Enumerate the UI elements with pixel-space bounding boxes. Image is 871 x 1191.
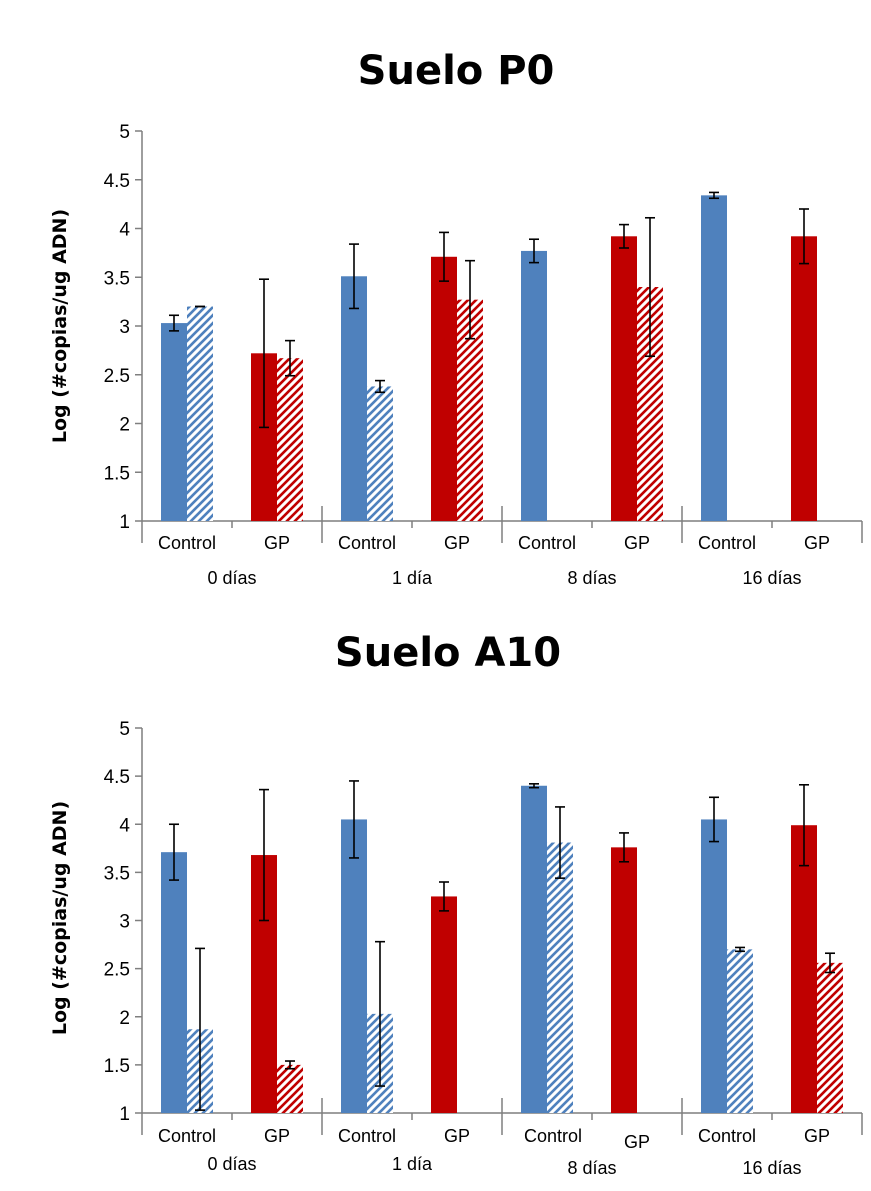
bar-solid-gp [791, 236, 817, 522]
x-group-label: 8 días [567, 1158, 616, 1178]
bar-solid-gp [611, 236, 637, 522]
chart-panel-a10: Suelo A10 Log (#copias/ug ADN) 1 1.5 2 2.5 3… [0, 596, 871, 1191]
x-category-label: Control [698, 1126, 756, 1146]
bar-solid-control [161, 323, 187, 521]
x-category-label: GP [624, 533, 650, 553]
y-tick-label: 4 [119, 220, 130, 241]
x-category-label: Control [518, 533, 576, 553]
bar-solid-control [341, 276, 367, 521]
y-tick-label: 3.5 [104, 863, 130, 884]
y-tick-label: 3 [119, 317, 130, 338]
x-group-label: 8 días [567, 568, 616, 588]
y-tick-label: 2.5 [104, 960, 130, 981]
y-tick-label: 3 [119, 912, 130, 933]
y-tick-label: 2 [119, 1008, 130, 1029]
y-tick-label: 5 [119, 719, 130, 740]
x-category-label: GP [264, 1126, 290, 1146]
y-tick-label: 4.5 [104, 171, 130, 192]
chart-panel-p0: Suelo P0 Log (#copias/ug ADN) 1 1.5 2 2.5 3 3… [0, 0, 871, 595]
x-category-label: GP [804, 533, 830, 553]
x-category-label: Control [158, 533, 216, 553]
bar-solid-control [521, 785, 547, 1113]
y-axis-label: Log (#copias/ug ADN) [49, 209, 71, 443]
bar-solid-gp [791, 825, 817, 1113]
y-tick-label: 3.5 [104, 268, 130, 289]
chart-title: Suelo P0 [358, 48, 555, 94]
x-category-label: Control [698, 533, 756, 553]
bar-solid-control [521, 250, 547, 522]
bar-hatched-gp [277, 1064, 303, 1113]
bar-hatched-control [367, 386, 393, 521]
chart-title: Suelo A10 [335, 630, 561, 676]
x-category-label: GP [264, 533, 290, 553]
bar-solid-control [341, 819, 367, 1113]
y-tick-label: 1.5 [104, 1056, 130, 1077]
chart-marks: 1 1.5 2 2.5 3 3.5 4 4.5 5 Control GP Control GP Contr… [104, 719, 863, 1178]
x-category-label: GP [444, 533, 470, 553]
bar-hatched-gp [277, 358, 303, 521]
x-category-label: Control [338, 533, 396, 553]
y-tick-label: 1 [119, 512, 130, 533]
x-category-label: GP [444, 1126, 470, 1146]
x-group-label: 1 día [392, 568, 433, 588]
y-tick-label: 1.5 [104, 463, 130, 484]
x-category-label: GP [624, 1132, 650, 1152]
bar-solid-gp [431, 256, 457, 521]
x-category-label: Control [158, 1126, 216, 1146]
x-group-label: 0 días [207, 568, 256, 588]
x-group-label: 16 días [742, 568, 801, 588]
bar-solid-gp [431, 896, 457, 1113]
bar-hatched-control [727, 949, 753, 1113]
x-category-label: GP [804, 1126, 830, 1146]
x-group-label: 0 días [207, 1154, 256, 1174]
y-tick-label: 2 [119, 415, 130, 436]
x-group-label: 16 días [742, 1158, 801, 1178]
x-category-label: Control [524, 1126, 582, 1146]
bar-solid-gp [611, 847, 637, 1113]
chart-marks: 1 1.5 2 2.5 3 3.5 4 4.5 5 Control GP Control GP Contr… [104, 122, 863, 588]
bar-solid-control [701, 195, 727, 521]
bar-hatched-control [187, 306, 213, 521]
y-axis-label: Log (#copias/ug ADN) [49, 801, 71, 1035]
x-category-label: Control [338, 1126, 396, 1146]
y-tick-label: 1 [119, 1104, 130, 1125]
chart-a10: Suelo A10 Log (#copias/ug ADN) 1 1.5 2 2.5 3… [49, 630, 863, 1178]
y-tick-label: 5 [119, 122, 130, 143]
y-tick-label: 4 [119, 815, 130, 836]
y-tick-label: 4.5 [104, 767, 130, 788]
chart-p0: Suelo P0 Log (#copias/ug ADN) 1 1.5 2 2.5 3 3… [49, 48, 863, 588]
bar-solid-control [161, 852, 187, 1113]
x-group-label: 1 día [392, 1154, 433, 1174]
bar-hatched-gp [817, 962, 843, 1113]
bar-solid-control [701, 819, 727, 1113]
bar-hatched-control [547, 842, 573, 1113]
y-tick-label: 2.5 [104, 366, 130, 387]
